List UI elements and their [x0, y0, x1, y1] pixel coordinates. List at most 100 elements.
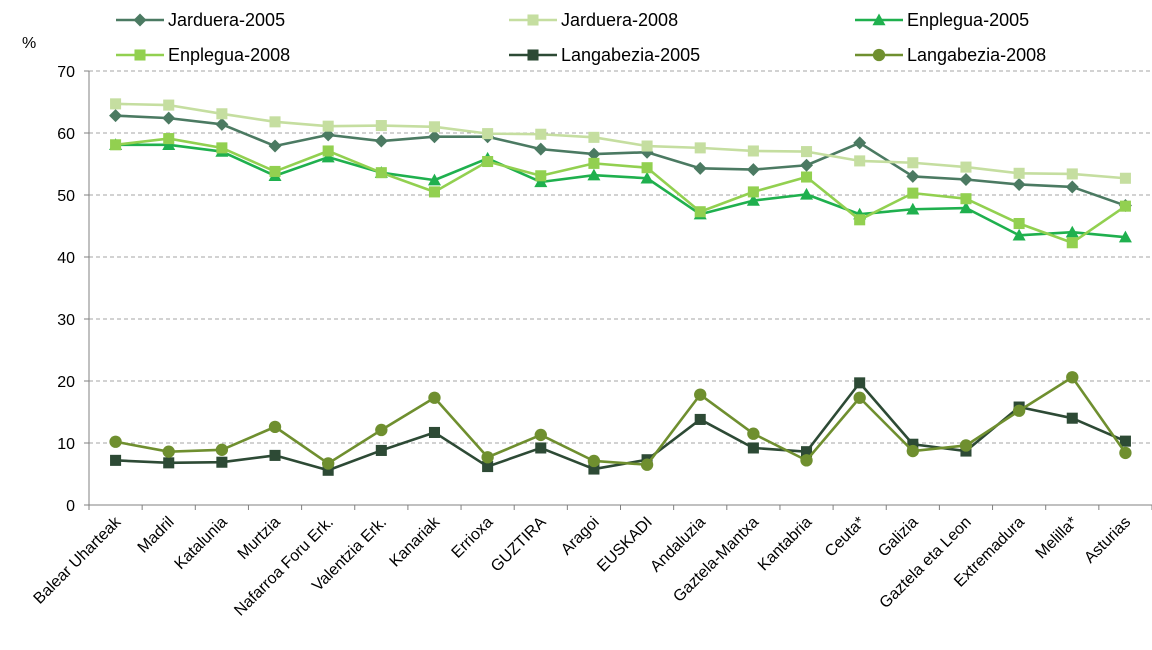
data-point: [1119, 200, 1131, 212]
data-point: [747, 145, 759, 157]
data-point: [906, 444, 919, 458]
data-point: [641, 162, 653, 174]
x-tick-label: EUSKADI: [594, 514, 656, 576]
x-tick-label: Melilla*: [1033, 514, 1081, 562]
data-point: [907, 187, 919, 199]
legend-marker: [133, 13, 147, 27]
legend-label: Enplegua-2008: [168, 45, 290, 65]
data-point: [481, 451, 494, 464]
data-point: [322, 145, 334, 157]
legend-item: Jarduera-2008: [509, 10, 678, 30]
x-tick-label: Kantabria: [755, 514, 816, 575]
y-tick-label: 30: [57, 312, 75, 329]
data-point: [1119, 172, 1131, 184]
series-line: [115, 143, 1126, 239]
data-point: [959, 439, 973, 452]
legend-marker: [527, 49, 539, 61]
data-point: [587, 454, 601, 468]
data-point: [1119, 435, 1131, 447]
data-point: [427, 130, 441, 144]
data-point: [269, 116, 281, 128]
data-point: [534, 142, 548, 156]
series-langabezia-2005: [110, 377, 1131, 476]
legend-item: Enplegua-2008: [116, 45, 290, 65]
legend-item: Langabezia-2008: [855, 45, 1046, 65]
x-tick-label: Aragoi: [558, 514, 603, 559]
data-point: [162, 445, 175, 458]
data-point: [800, 454, 813, 467]
data-point: [162, 138, 176, 150]
x-tick-label: Gaztela eta Leon: [877, 514, 975, 612]
data-point: [854, 214, 866, 226]
data-point: [163, 133, 175, 145]
x-tick-label: Asturias: [1081, 514, 1134, 567]
legend-item: Enplegua-2005: [855, 10, 1029, 30]
data-point: [694, 206, 706, 218]
x-tick-label: Errioxa: [449, 514, 497, 562]
data-point: [428, 186, 440, 198]
data-point: [534, 428, 547, 442]
data-point: [746, 194, 760, 206]
data-point: [110, 454, 122, 466]
legend-label: Enplegua-2005: [907, 10, 1029, 30]
series-jarduera-2008: [110, 98, 1131, 184]
series-line: [115, 375, 1127, 467]
series-line: [115, 381, 1126, 472]
legend-marker: [872, 48, 886, 62]
data-point: [110, 139, 122, 151]
data-point: [694, 413, 706, 425]
data-point: [1012, 228, 1026, 241]
data-point: [640, 171, 654, 184]
series-enplegua-2008: [110, 133, 1131, 249]
data-point: [801, 446, 813, 458]
x-tick-label: Nafarroa Foru Erk.: [231, 514, 337, 620]
data-point: [960, 161, 972, 173]
legend-marker: [527, 14, 539, 26]
legend-label: Jarduera-2008: [561, 10, 678, 30]
data-point: [216, 142, 228, 154]
data-point: [1012, 404, 1026, 417]
data-point: [906, 202, 920, 215]
data-point: [1066, 168, 1078, 180]
x-tick-label: Kanariak: [387, 513, 444, 570]
data-point: [215, 117, 229, 131]
data-point: [375, 423, 388, 437]
y-tick-label: 70: [57, 64, 75, 81]
y-tick-label: 40: [57, 250, 75, 267]
data-point: [907, 157, 919, 169]
data-point: [1118, 230, 1132, 243]
data-point: [428, 121, 440, 133]
data-point: [163, 457, 175, 469]
data-point: [427, 173, 441, 186]
data-point: [587, 168, 601, 181]
axes: [84, 70, 1152, 510]
data-point: [268, 139, 282, 153]
x-tick-label: Ceuta*: [822, 514, 869, 561]
series-lines: [109, 98, 1132, 476]
y-tick-label: 50: [57, 188, 75, 205]
data-point: [853, 136, 867, 150]
data-point: [853, 391, 866, 404]
legend-item: Langabezia-2005: [509, 45, 700, 65]
data-point: [906, 169, 920, 183]
legend-marker: [872, 13, 886, 26]
y-tick-label: 20: [57, 374, 75, 391]
data-point: [163, 99, 175, 111]
data-point: [482, 128, 494, 140]
data-point: [1066, 237, 1078, 249]
x-tick-label: Murtzia: [235, 514, 284, 563]
data-point: [535, 442, 547, 454]
data-point: [588, 463, 600, 475]
data-point: [800, 158, 814, 172]
y-tick-label: 0: [66, 498, 75, 515]
data-point: [428, 391, 441, 404]
data-point: [216, 456, 228, 468]
series-line: [115, 114, 1126, 207]
data-point: [747, 442, 759, 454]
x-tick-label: Madril: [135, 514, 178, 557]
data-point: [1013, 167, 1025, 179]
data-point: [588, 131, 600, 143]
data-point: [535, 128, 547, 140]
data-point: [375, 120, 387, 132]
